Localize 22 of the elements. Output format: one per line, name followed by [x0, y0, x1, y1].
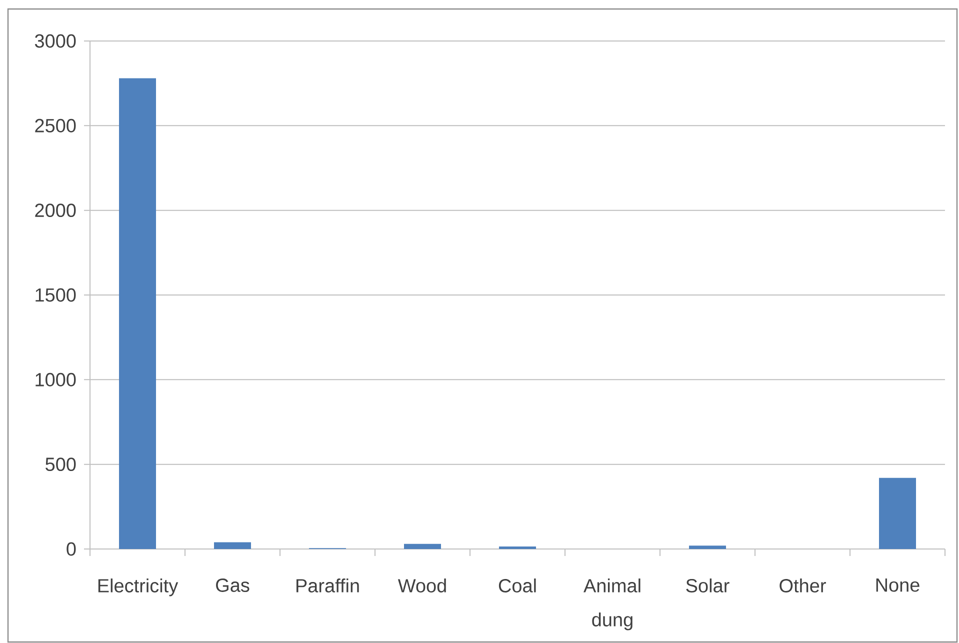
y-tick-label: 1000: [36, 372, 76, 386]
y-tick-label: 3000: [34, 34, 76, 48]
y-tick-label: 1500: [36, 288, 76, 302]
bar: [879, 478, 916, 549]
y-tick-label: 500: [46, 458, 76, 472]
x-tick-label: Solar: [686, 578, 730, 592]
x-tick-label: Coal: [498, 578, 536, 592]
bar: [689, 546, 726, 549]
bar: [499, 546, 536, 549]
x-tick-label: Paraffin: [296, 578, 359, 592]
y-tick-label: 2500: [35, 118, 76, 132]
x-tick-label: Other: [780, 578, 826, 592]
x-tick-label: None: [876, 578, 920, 592]
x-tick-label: Wood: [398, 578, 446, 592]
bar: [214, 542, 252, 549]
x-tick-label: Animal dung: [584, 578, 640, 630]
y-tick-label: 0: [66, 542, 76, 556]
bar: [404, 544, 442, 549]
y-tick-label: 2000: [35, 204, 76, 218]
bar: [119, 78, 156, 549]
x-tick-label: Electricity: [98, 578, 178, 596]
x-tick-label: Gas: [216, 578, 250, 592]
